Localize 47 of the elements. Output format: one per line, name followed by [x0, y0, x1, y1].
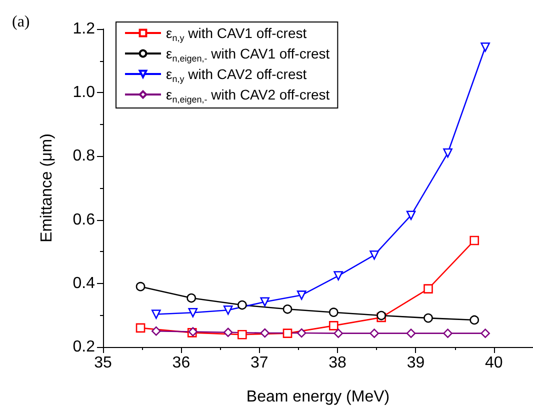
- point: [238, 330, 247, 340]
- point: [480, 42, 490, 52]
- y-tick-label: 1.0: [72, 84, 96, 102]
- point: [223, 328, 233, 338]
- point: [480, 328, 490, 338]
- point: [152, 326, 161, 336]
- point: [136, 323, 146, 333]
- y-tick-label: 0.4: [72, 274, 96, 292]
- x-tick-label: 38: [328, 354, 347, 372]
- point: [152, 310, 161, 319]
- point: [443, 328, 452, 338]
- point: [334, 328, 343, 338]
- point: [223, 305, 233, 315]
- point: [296, 290, 306, 300]
- point: [186, 293, 196, 303]
- x-tick-label: 36: [172, 354, 190, 372]
- point: [282, 328, 292, 338]
- point: [282, 304, 292, 314]
- point: [260, 297, 270, 306]
- y-axis-title: Emittance (μm): [38, 134, 56, 242]
- point: [334, 271, 343, 280]
- point: [406, 210, 416, 220]
- point: [238, 300, 247, 310]
- point: [328, 308, 338, 317]
- x-tick-label: 37: [250, 354, 268, 372]
- y-tick-label: 0.6: [72, 211, 96, 228]
- y-tick-label: 0.2: [72, 338, 96, 356]
- point: [370, 250, 379, 260]
- point: [443, 148, 452, 158]
- x-axis-title: Beam energy (MeV): [246, 388, 390, 406]
- point: [470, 315, 480, 325]
- x-tick-label: 40: [485, 354, 503, 372]
- y-tick-label: 1.2: [72, 20, 96, 38]
- text: (a): [12, 14, 30, 30]
- point: [424, 284, 433, 294]
- x-tick-label: 35: [94, 354, 112, 372]
- point: [188, 308, 198, 318]
- point: [406, 328, 416, 338]
- point: [370, 328, 379, 338]
- point: [136, 282, 146, 292]
- point: [470, 236, 480, 246]
- point: [424, 313, 433, 323]
- point: [260, 328, 270, 338]
- point: [328, 321, 338, 330]
- x-tick-label: 39: [406, 354, 425, 372]
- y-tick-label: 0.8: [72, 148, 96, 165]
- point: [296, 328, 306, 338]
